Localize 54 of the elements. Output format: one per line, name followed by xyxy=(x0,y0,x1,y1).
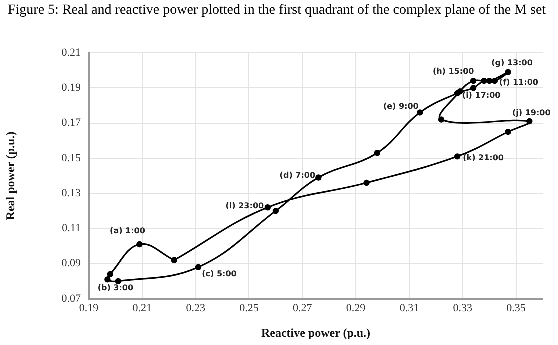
point xyxy=(438,116,445,123)
y-tick-label: 0.07 xyxy=(62,292,82,305)
point xyxy=(470,85,477,92)
annotation: (g) 13:00 xyxy=(492,58,534,68)
point xyxy=(104,276,111,283)
point xyxy=(107,271,114,278)
point xyxy=(486,78,493,84)
annotation: (j) 19:00 xyxy=(512,108,552,118)
point xyxy=(505,128,512,136)
point xyxy=(492,78,498,84)
point xyxy=(457,88,464,95)
x-tick-label: 0.29 xyxy=(346,302,366,314)
annotation: (h) 15:00 xyxy=(432,67,475,76)
y-tick-label: 0.11 xyxy=(62,222,81,235)
y-tick-label: 0.15 xyxy=(62,152,82,164)
point xyxy=(195,264,202,270)
x-axis-title: Reactive power (p.u.) xyxy=(261,326,371,340)
chart-title: Figure 5: Real and reactive power plotted in the first quadrant of the complex plane of the M set xyxy=(8,2,548,19)
y-tick-label: 0.13 xyxy=(62,187,82,200)
y-tick-label: 0.19 xyxy=(62,82,82,94)
annotation: (c) 5:00 xyxy=(202,269,238,278)
point xyxy=(374,150,381,156)
annotation: (e) 9:00 xyxy=(383,102,420,111)
y-tick-label: 0.21 xyxy=(62,46,81,59)
point xyxy=(417,110,424,116)
point xyxy=(470,78,477,84)
annotation: (l) 23:00 xyxy=(226,202,265,211)
point xyxy=(481,78,488,84)
x-tick-label: 0.35 xyxy=(506,302,526,314)
point xyxy=(136,241,143,248)
point xyxy=(526,118,533,125)
y-tick-label: 0.17 xyxy=(62,117,82,130)
x-tick-label: 0.27 xyxy=(293,302,313,314)
annotation: (i) 17:00 xyxy=(462,91,502,100)
point xyxy=(505,69,512,76)
annotation: (d) 7:00 xyxy=(280,170,316,180)
x-tick-label: 0.33 xyxy=(453,302,474,314)
point xyxy=(316,174,322,181)
point xyxy=(264,204,272,211)
annotation: (a) 1:00 xyxy=(110,226,146,236)
x-tick-label: 0.31 xyxy=(400,302,420,314)
x-tick-label: 0.21 xyxy=(132,302,152,314)
annotation: (k) 21:00 xyxy=(463,154,504,163)
point xyxy=(454,154,461,160)
point xyxy=(364,180,370,186)
annotation: (b) 3:00 xyxy=(98,284,134,293)
point xyxy=(272,208,280,214)
y-tick-label: 0.09 xyxy=(62,258,82,270)
x-tick-label: 0.25 xyxy=(240,302,260,314)
y-axis-title: Real power (p.u.) xyxy=(3,132,18,220)
point xyxy=(115,278,122,285)
x-tick-label: 0.19 xyxy=(79,302,100,314)
annotation: (f) 11:00 xyxy=(499,78,539,88)
x-tick-label: 0.23 xyxy=(186,302,206,314)
